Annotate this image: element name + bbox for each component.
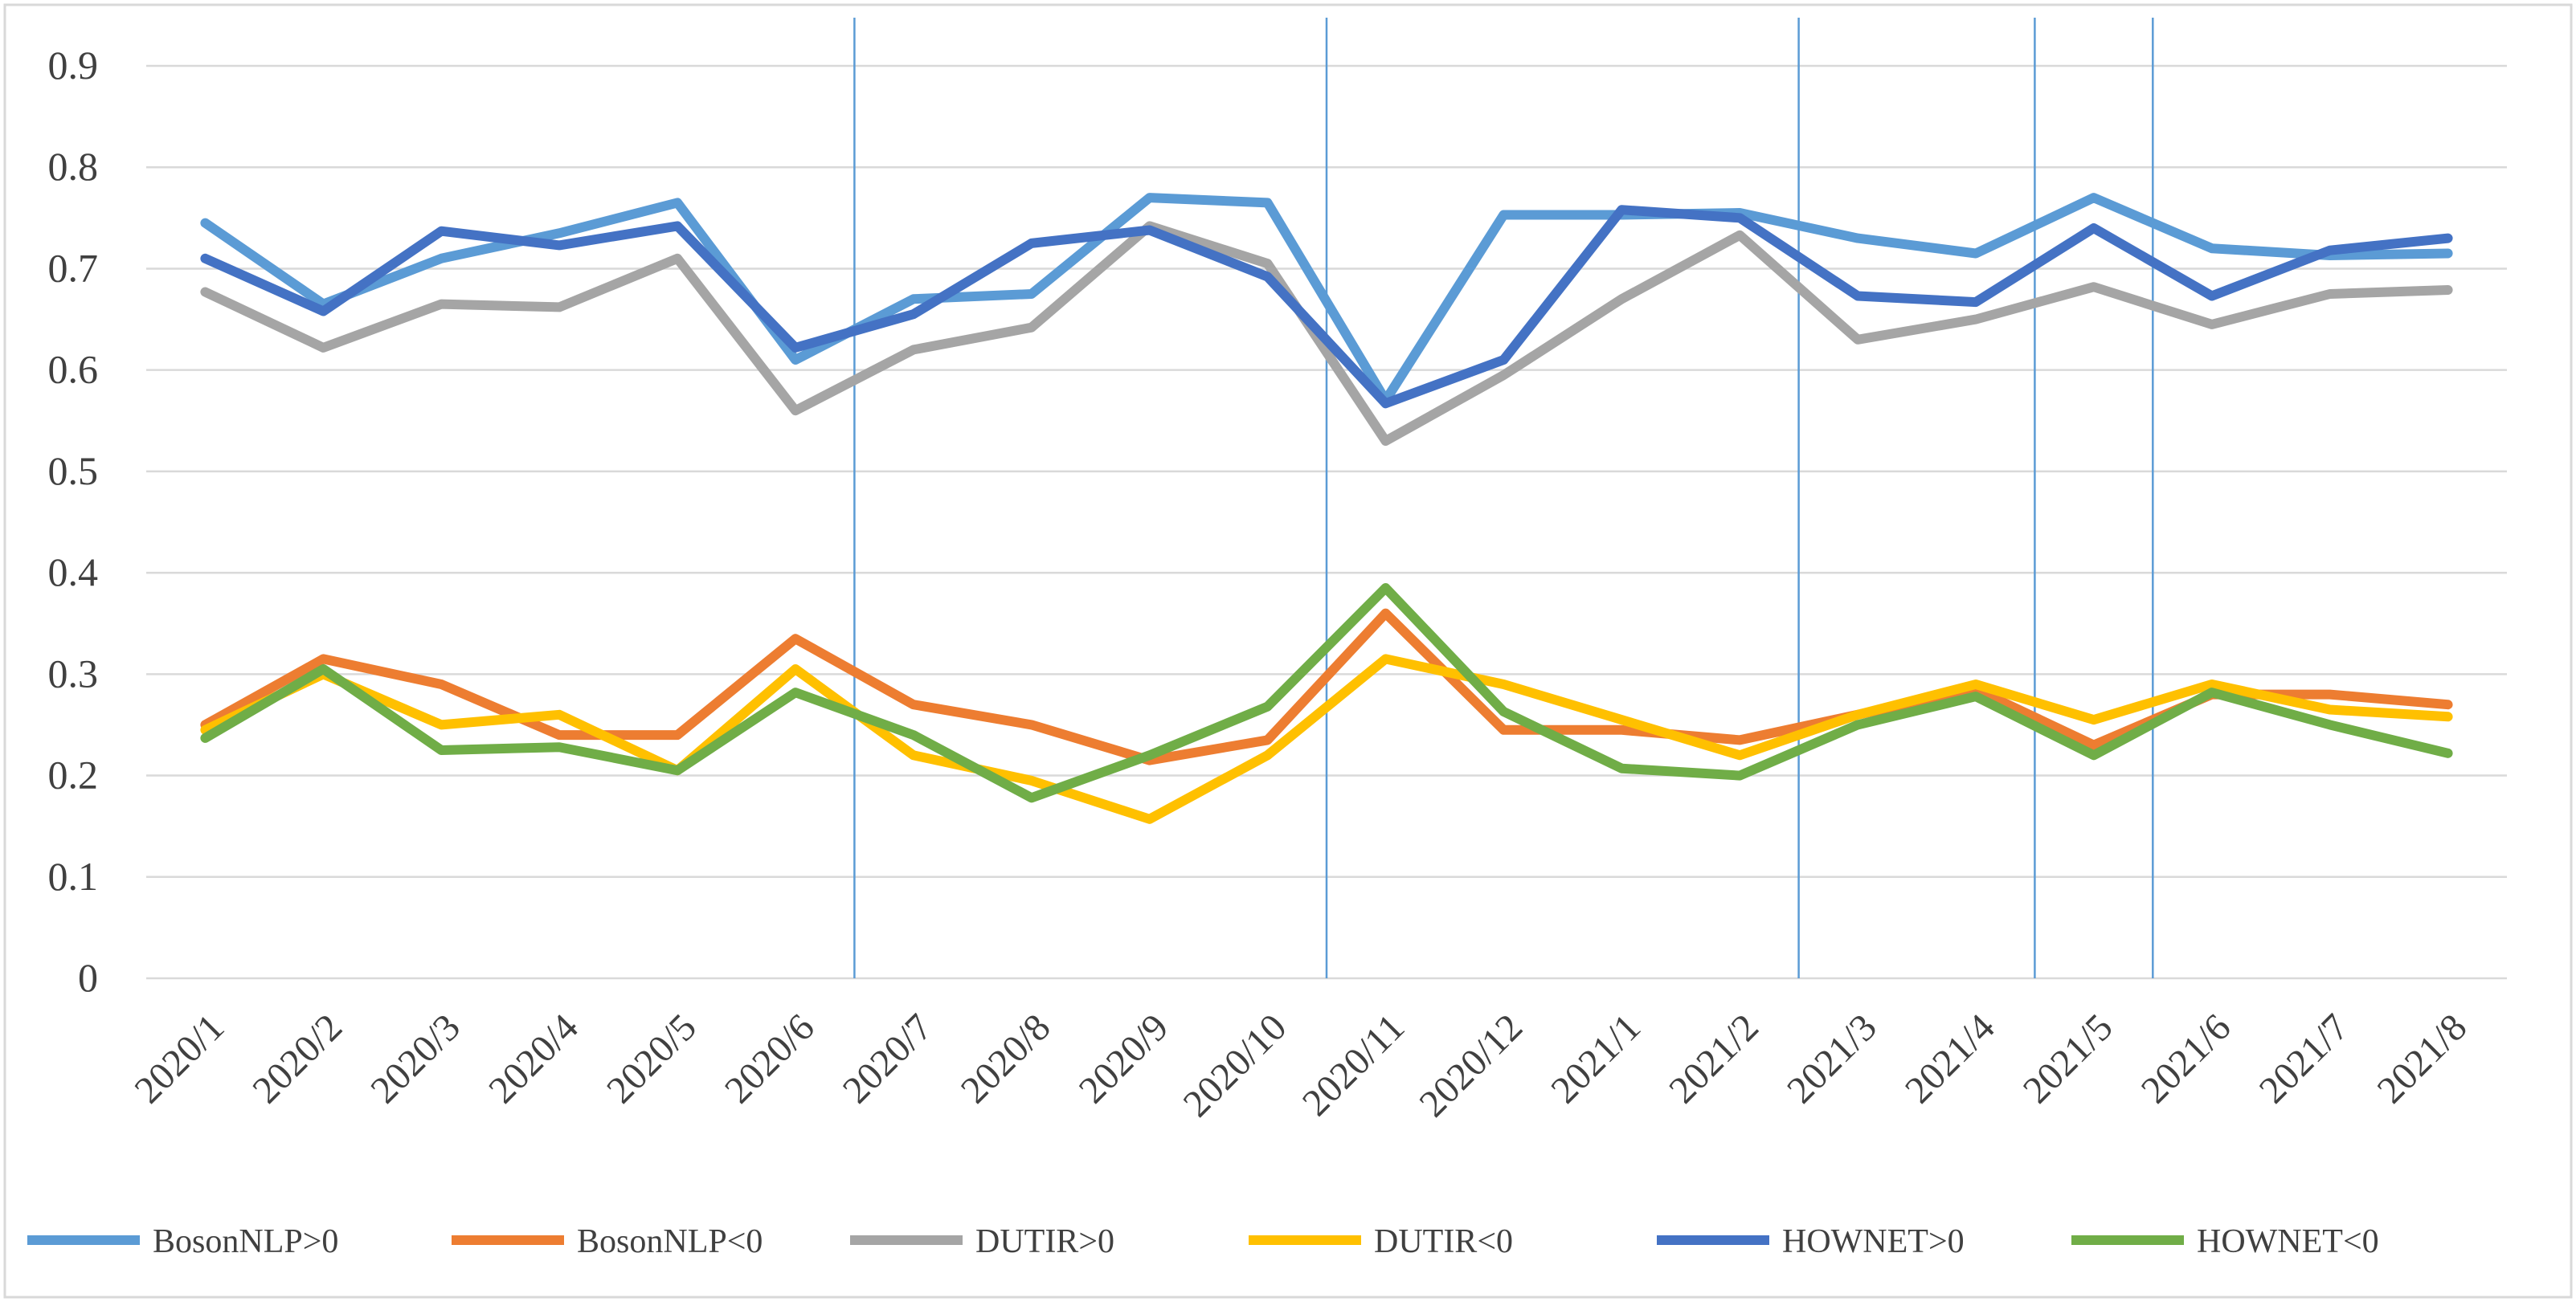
reference-lines [853, 18, 2154, 978]
y-tick-label: 0.8 [48, 144, 99, 189]
y-tick-label: 0.5 [48, 448, 99, 493]
y-tick-label: 0.2 [48, 753, 99, 798]
y-axis: 0 0.1 0.2 0.3 0.4 0.5 0.6 0.7 0.8 0.9 [48, 43, 99, 1000]
legend-label: BosonNLP<0 [577, 1223, 763, 1260]
legend-label: HOWNET<0 [2197, 1223, 2379, 1260]
legend-label: DUTIR<0 [1374, 1223, 1513, 1260]
series-line-bosonnlp-0pos [200, 193, 2453, 406]
series-line-hownet-0neg [200, 583, 2453, 803]
legend-label: BosonNLP>0 [153, 1223, 338, 1260]
y-tick-label: 0.6 [48, 347, 99, 392]
y-tick-label: 0 [78, 955, 98, 1000]
y-tick-label: 0.1 [48, 854, 99, 899]
legend-label: HOWNET>0 [1782, 1223, 1965, 1260]
series-lines [200, 193, 2453, 824]
series-line-dutir-0neg [200, 654, 2453, 824]
series-line-bosonnlp-0neg [200, 608, 2453, 765]
legend-label: DUTIR>0 [975, 1223, 1114, 1260]
series-line-hownet-0pos [200, 205, 2453, 409]
y-tick-label: 0.9 [48, 43, 99, 88]
series-line-dutir-0pos [200, 221, 2453, 446]
legend: BosonNLP>0 BosonNLP<0 DUTIR>0 DUTIR<0 HOWNET… [27, 1223, 2379, 1260]
y-tick-label: 0.7 [48, 245, 99, 290]
y-tick-label: 0.3 [48, 651, 99, 696]
y-tick-label: 0.4 [48, 549, 99, 594]
